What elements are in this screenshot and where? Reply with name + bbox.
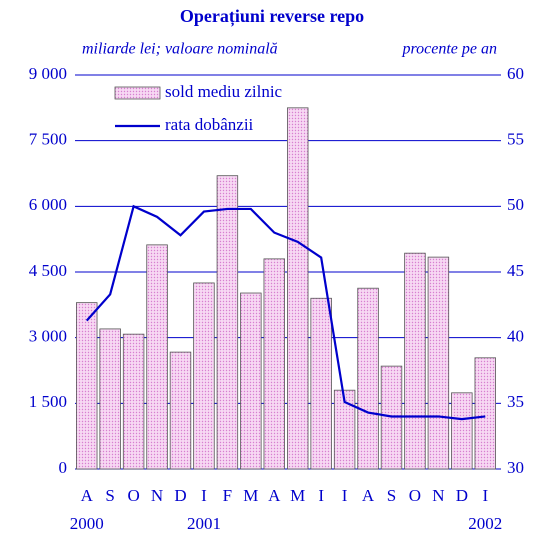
- bar: [169, 351, 192, 470]
- line: [85, 204, 486, 421]
- x-tick-label: N: [432, 486, 444, 505]
- x-tick-label: D: [456, 486, 468, 505]
- x-tick-label: D: [174, 486, 186, 505]
- x-tick-label: I: [482, 486, 488, 505]
- bar: [240, 292, 262, 470]
- bar: [122, 333, 145, 470]
- x-tick-label: O: [127, 486, 139, 505]
- bar: [310, 297, 332, 470]
- x-tick-label: I: [342, 486, 348, 505]
- y2-tick-label: 35: [507, 392, 524, 411]
- x-tick-label: A: [268, 486, 281, 505]
- y-tick-label: 3 000: [29, 327, 67, 346]
- x-tick-label: S: [387, 486, 396, 505]
- bar: [404, 252, 426, 470]
- x-tick-label: A: [362, 486, 375, 505]
- bar: [333, 389, 356, 470]
- y-tick-label: 4 500: [29, 261, 67, 280]
- y2-tick-label: 30: [507, 458, 524, 477]
- y2-tick-label: 60: [507, 64, 524, 83]
- y-tick-label: 0: [59, 458, 68, 477]
- x-tick-label: F: [223, 486, 232, 505]
- bar: [263, 258, 285, 470]
- year-label: 2002: [468, 514, 502, 533]
- bar: [474, 357, 496, 470]
- bar: [427, 256, 450, 470]
- year-label: 2000: [70, 514, 104, 533]
- legend-swatch: [114, 86, 161, 100]
- bar: [287, 107, 309, 470]
- y-axis-label: miliarde lei; valoare nominală: [82, 41, 278, 58]
- y-tick-label: 6 000: [29, 195, 67, 214]
- y-tick-label: 9 000: [29, 64, 67, 83]
- bar: [146, 244, 168, 470]
- x-tick-label: M: [290, 486, 305, 505]
- y-tick-label: 7 500: [29, 130, 67, 149]
- bar: [216, 175, 239, 470]
- bar: [76, 302, 98, 470]
- bar: [357, 287, 379, 470]
- y2-axis-label: procente pe an: [402, 41, 497, 58]
- x-tick-label: I: [201, 486, 207, 505]
- x-tick-label: I: [318, 486, 324, 505]
- y2-tick-label: 45: [507, 261, 524, 280]
- bar: [193, 282, 215, 470]
- legend-label: sold mediu zilnic: [165, 82, 283, 101]
- bar: [99, 328, 121, 470]
- chart-title: Operațiuni reverse repo: [180, 6, 364, 27]
- x-tick-label: N: [151, 486, 163, 505]
- y2-tick-label: 55: [507, 130, 524, 149]
- y2-tick-label: 40: [507, 327, 524, 346]
- x-tick-label: A: [81, 486, 94, 505]
- x-tick-label: S: [105, 486, 114, 505]
- x-tick-label: O: [409, 486, 421, 505]
- legend-label: rata dobânzii: [165, 115, 254, 134]
- x-tick-label: M: [243, 486, 258, 505]
- year-label: 2001: [187, 514, 221, 533]
- bar: [451, 392, 473, 470]
- y2-tick-label: 50: [507, 195, 524, 214]
- y-tick-label: 1 500: [29, 392, 67, 411]
